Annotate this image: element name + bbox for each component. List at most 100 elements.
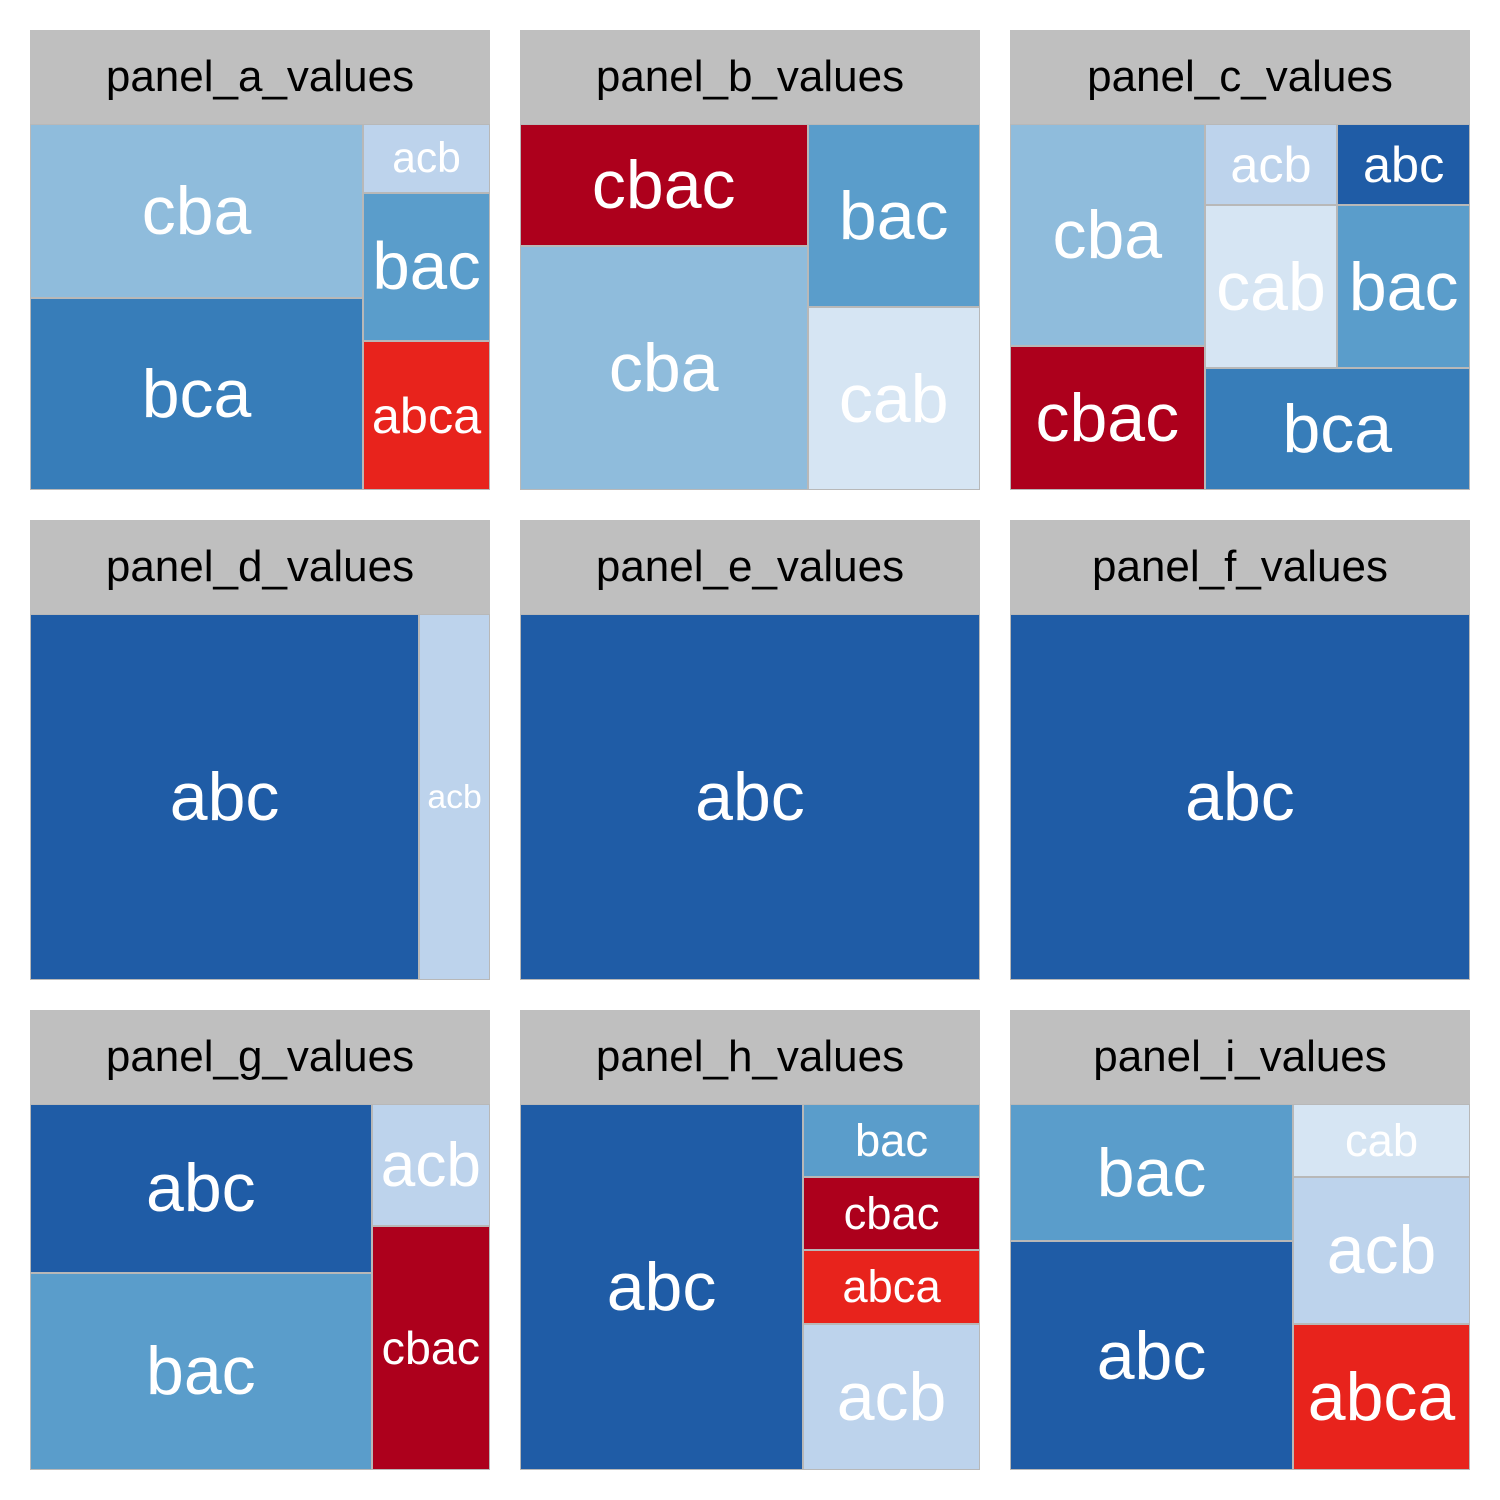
treemap-tile: bca [1204, 368, 1470, 490]
tile-label: abc [169, 759, 280, 835]
treemap-tile: cbac [520, 124, 808, 246]
tile-label: bac [372, 229, 481, 305]
tile-label: abc [1185, 759, 1295, 835]
panel-title: panel_h_values [595, 1032, 905, 1081]
panel-tiles: abc bac cbac abca acb [520, 1104, 980, 1470]
tile-label: cab [1344, 1114, 1419, 1166]
treemap-tile: abc [1337, 124, 1470, 206]
tile-label: bac [1348, 248, 1459, 325]
treemap-tile: cab [807, 307, 980, 490]
treemap-tile: acb [803, 1323, 980, 1470]
tile-label: acb [836, 1358, 947, 1435]
tile-label: abca [1307, 1358, 1456, 1435]
tile-label: cbac [591, 147, 736, 223]
treemap-tile: abc [30, 1104, 372, 1273]
panel-strip: panel_b_values [520, 30, 980, 124]
treemap-tile: bac [1010, 1104, 1294, 1242]
tile-label: cba [608, 330, 719, 406]
panel-tiles: abc [1010, 614, 1470, 980]
treemap-tile: cab [1204, 205, 1338, 368]
tile-label: abc [606, 1249, 717, 1325]
treemap-tile: acb [419, 614, 490, 980]
panel-title: panel_a_values [105, 52, 415, 101]
tile-label: abca [842, 1260, 941, 1312]
panel-strip: panel_h_values [520, 1010, 980, 1104]
panel-strip: panel_f_values [1010, 520, 1470, 614]
treemap-tile: cbac [803, 1177, 980, 1251]
treemap-tile: bac [1337, 205, 1470, 368]
tile-label: cab [838, 360, 949, 437]
treemap-tile: abca [1293, 1323, 1470, 1470]
panel-title: panel_b_values [595, 52, 905, 101]
treemap-tile: cab [1293, 1104, 1470, 1178]
treemap-tile: abca [803, 1250, 980, 1324]
tile-label: abc [1363, 136, 1445, 194]
treemap-tile: abc [520, 1104, 804, 1470]
tile-label: abc [1096, 1317, 1207, 1394]
panel-title: panel_c_values [1087, 52, 1393, 101]
tile-label: cbac [1035, 379, 1180, 456]
panel-tiles: abc acb [30, 614, 490, 980]
tile-label: cbac [843, 1187, 940, 1239]
panel-tiles: bac abc cab acb abca [1010, 1104, 1470, 1470]
panel-title: panel_g_values [105, 1032, 415, 1081]
treemap-tile: abca [363, 341, 490, 490]
tile-label: acb [1230, 136, 1312, 194]
treemap-tile: cba [30, 124, 364, 299]
panel-tiles: abc [520, 614, 980, 980]
treemap-tile: acb [371, 1104, 490, 1226]
panel-strip: panel_c_values [1010, 30, 1470, 124]
tile-label: bac [854, 1114, 929, 1166]
treemap-tile: abc [520, 614, 980, 980]
panel-title: panel_f_values [1091, 542, 1388, 591]
treemap-tile: cba [520, 246, 808, 490]
treemap-tile: abc [30, 614, 420, 980]
treemap-tile: cbac [371, 1226, 490, 1470]
panel-title: panel_i_values [1093, 1032, 1387, 1081]
treemap-tile: cbac [1010, 345, 1205, 490]
tile-label: acb [380, 1130, 481, 1200]
treemap-tile: cba [1010, 124, 1205, 346]
tile-label: acb [427, 777, 482, 816]
panel-strip: panel_g_values [30, 1010, 490, 1104]
tile-label: cbac [381, 1322, 480, 1374]
tile-label: acb [392, 133, 461, 182]
panel-tiles: cba bca acb bac abca [30, 124, 490, 490]
treemap-tile: bac [803, 1104, 980, 1178]
tile-label: cba [141, 173, 252, 250]
panel-strip: panel_d_values [30, 520, 490, 614]
panel-tiles: cbac cba bac cab [520, 124, 980, 490]
treemap-tile: bca [30, 298, 364, 490]
panel-tiles: cba cbac acb cab abc bac bca [1010, 124, 1470, 490]
tile-label: cba [1052, 196, 1163, 273]
treemap-tile: bac [807, 124, 980, 307]
tile-label: bac [838, 177, 949, 254]
treemap-tile: bac [363, 192, 490, 342]
tile-label: bca [141, 356, 252, 433]
tile-label: abc [146, 1150, 256, 1227]
tile-label: bac [146, 1333, 256, 1410]
treemap-tile: acb [1293, 1177, 1470, 1324]
panel-title: panel_d_values [105, 542, 415, 591]
tile-label: bac [1096, 1134, 1207, 1211]
treemap-tile: bac [30, 1272, 372, 1470]
treemap-tile: abc [1010, 1241, 1294, 1470]
tile-label: bca [1282, 391, 1393, 467]
tile-label: acb [1326, 1212, 1437, 1289]
panel-strip: panel_i_values [1010, 1010, 1470, 1104]
panel-title: panel_e_values [595, 542, 905, 591]
treemap-tile: abc [1010, 614, 1470, 980]
treemap-tile: acb [363, 124, 490, 193]
panel-strip: panel_a_values [30, 30, 490, 124]
tile-label: abca [371, 387, 482, 445]
tile-label: cab [1216, 248, 1326, 325]
